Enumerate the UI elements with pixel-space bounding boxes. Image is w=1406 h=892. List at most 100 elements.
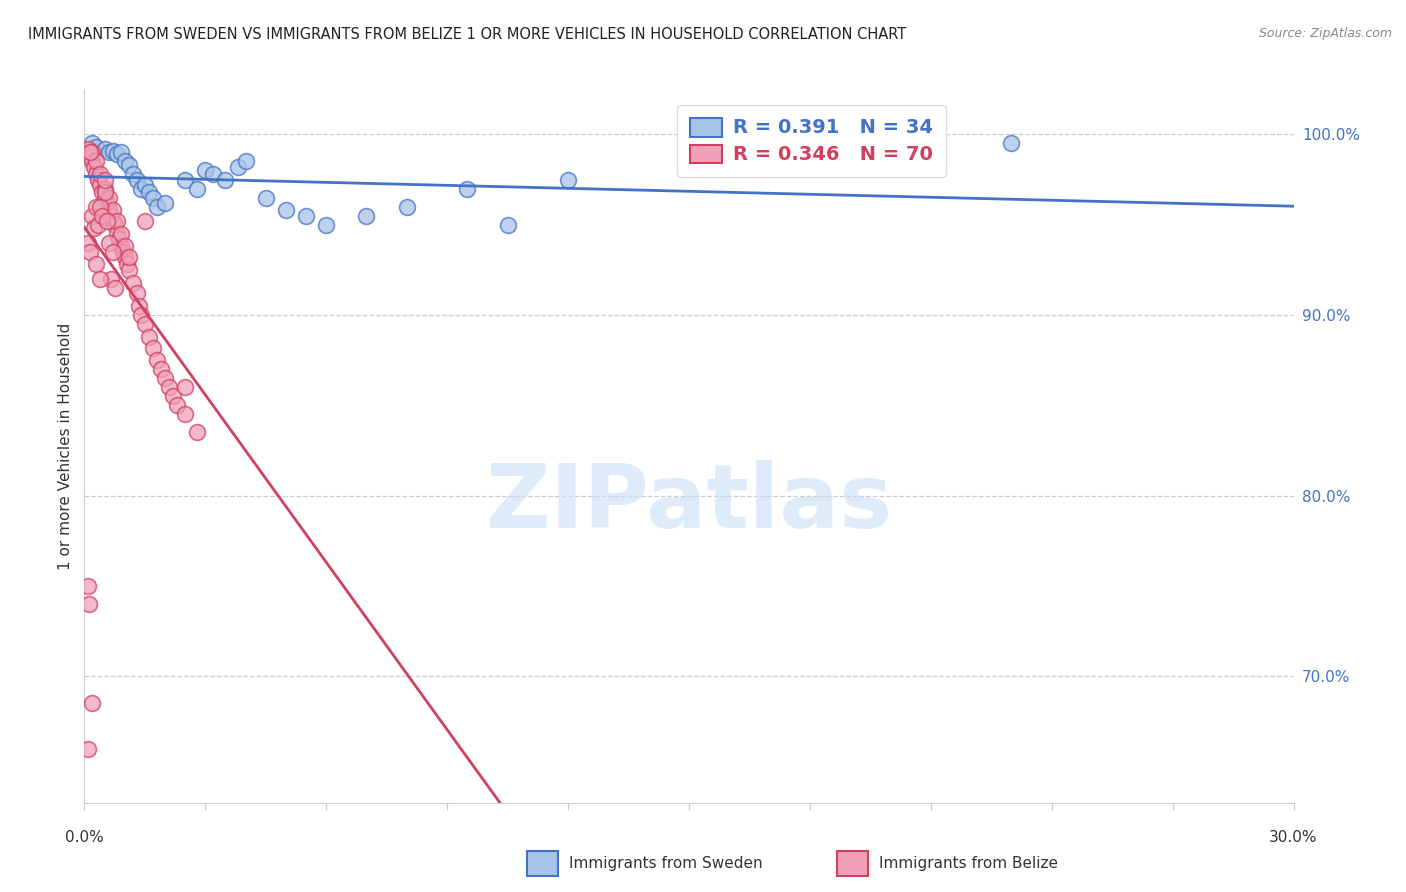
Point xyxy=(82,154,104,169)
Point xyxy=(77,142,100,156)
Point xyxy=(86,140,108,154)
Point xyxy=(93,181,115,195)
Point xyxy=(315,218,337,232)
Point xyxy=(97,145,120,160)
Point xyxy=(86,167,108,181)
Point xyxy=(114,154,136,169)
Point xyxy=(118,250,141,264)
Point xyxy=(1000,136,1022,151)
Point xyxy=(254,191,277,205)
Point xyxy=(86,154,108,169)
Point xyxy=(89,167,111,181)
Point xyxy=(125,172,148,186)
Point xyxy=(202,167,225,181)
Point xyxy=(295,209,318,223)
Point xyxy=(107,232,129,246)
Point xyxy=(93,191,115,205)
Point xyxy=(79,149,101,163)
Point xyxy=(82,145,104,160)
Point xyxy=(77,579,100,593)
Point xyxy=(87,218,110,232)
Point xyxy=(86,257,108,271)
Point xyxy=(557,172,579,186)
Point xyxy=(91,185,114,199)
Text: Source: ZipAtlas.com: Source: ZipAtlas.com xyxy=(1258,27,1392,40)
Point xyxy=(128,299,150,313)
Point xyxy=(110,145,132,160)
Point xyxy=(129,308,152,322)
Point xyxy=(82,209,104,223)
Point xyxy=(162,389,184,403)
Point xyxy=(274,203,297,218)
Point xyxy=(153,371,176,385)
Point xyxy=(134,214,156,228)
Point xyxy=(101,203,124,218)
Point xyxy=(93,142,115,156)
Point xyxy=(356,209,378,223)
Point xyxy=(77,741,100,756)
Point xyxy=(395,200,418,214)
Point xyxy=(93,185,115,199)
Point xyxy=(89,178,111,192)
Point xyxy=(77,597,100,611)
Point xyxy=(82,697,104,711)
Point xyxy=(149,362,172,376)
Point xyxy=(86,200,108,214)
Point xyxy=(142,341,165,355)
Point xyxy=(146,200,169,214)
Point xyxy=(104,218,127,232)
Point xyxy=(186,425,208,440)
Point xyxy=(104,281,127,295)
Point xyxy=(97,203,120,218)
Point xyxy=(89,272,111,286)
Point xyxy=(118,158,141,172)
Point xyxy=(79,244,101,259)
Point xyxy=(142,191,165,205)
Point xyxy=(226,160,249,174)
Point xyxy=(97,191,120,205)
Point xyxy=(157,380,180,394)
Text: IMMIGRANTS FROM SWEDEN VS IMMIGRANTS FROM BELIZE 1 OR MORE VEHICLES IN HOUSEHOLD: IMMIGRANTS FROM SWEDEN VS IMMIGRANTS FRO… xyxy=(28,27,907,42)
Point xyxy=(121,276,143,290)
Point xyxy=(101,214,124,228)
Text: 0.0%: 0.0% xyxy=(65,830,104,845)
Point xyxy=(125,286,148,301)
Point xyxy=(91,209,114,223)
Text: 30.0%: 30.0% xyxy=(1270,830,1317,845)
Point xyxy=(77,235,100,250)
Point xyxy=(100,272,122,286)
Y-axis label: 1 or more Vehicles in Household: 1 or more Vehicles in Household xyxy=(58,322,73,570)
Point xyxy=(114,239,136,253)
Point xyxy=(110,239,132,253)
Point xyxy=(121,167,143,181)
Point xyxy=(101,144,124,158)
Legend: R = 0.391   N = 34, R = 0.346   N = 70: R = 0.391 N = 34, R = 0.346 N = 70 xyxy=(678,105,946,177)
Point xyxy=(93,172,115,186)
Point xyxy=(138,185,160,199)
Point xyxy=(101,244,124,259)
Point xyxy=(83,160,105,174)
Point xyxy=(100,209,122,223)
Point xyxy=(87,172,110,186)
Point xyxy=(97,235,120,250)
Point xyxy=(174,408,197,422)
Point xyxy=(118,263,141,277)
Point xyxy=(115,257,138,271)
Point xyxy=(89,200,111,214)
Point xyxy=(235,154,257,169)
Point xyxy=(138,329,160,343)
Text: Immigrants from Belize: Immigrants from Belize xyxy=(879,856,1057,871)
Point xyxy=(96,214,118,228)
Text: ZIPatlas: ZIPatlas xyxy=(486,459,891,547)
Point xyxy=(194,163,217,178)
Point xyxy=(83,221,105,235)
Point xyxy=(496,218,519,232)
Point xyxy=(111,244,134,259)
Point xyxy=(129,181,152,195)
Point xyxy=(110,227,132,241)
Point xyxy=(105,227,128,241)
Point xyxy=(114,250,136,264)
Point xyxy=(214,172,236,186)
Point xyxy=(79,145,101,160)
Point xyxy=(174,172,197,186)
